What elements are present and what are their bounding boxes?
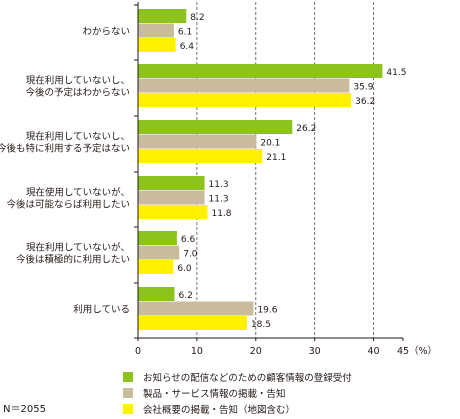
bar-s2-c3 — [138, 205, 208, 219]
value-label-s1-c2: 20.1 — [260, 138, 280, 148]
category-label-2-1: 今後も特に利用する予定はない — [0, 142, 130, 154]
value-label-s0-c2: 26.2 — [296, 124, 316, 134]
legend-label-company-overview: 会社概要の掲載・告知（地図含む） — [143, 405, 296, 416]
value-label-s1-c0: 6.1 — [178, 27, 192, 37]
legend-label-product-info: 製品・サービス情報の掲載・告知 — [143, 389, 286, 400]
x-tick-label-20: 20 — [250, 346, 262, 357]
value-label-s2-c5: 18.5 — [251, 320, 271, 330]
bar-s1-c1 — [138, 78, 350, 93]
x-tick-label-40: 40 — [368, 346, 380, 357]
value-label-s0-c5: 6.2 — [179, 291, 193, 301]
legend-swatch-company-overview — [123, 404, 133, 414]
x-tick-label-10: 10 — [191, 346, 203, 357]
bar-s0-c0 — [138, 9, 187, 23]
value-label-s2-c1: 36.2 — [355, 97, 375, 107]
bar-chart: 8.2 41.5 26.2 11.3 6.6 6.2 6.1 35.9 20.1 11.3 7.0 1… — [0, 2, 437, 357]
bar-s2-c4 — [138, 260, 174, 274]
x-tick-label-30: 30 — [309, 346, 321, 357]
value-label-s2-c4: 6.0 — [177, 264, 192, 274]
bar-s0-c4 — [138, 231, 177, 245]
x-axis-unit: （%） — [409, 345, 437, 357]
category-label-2-0: 現在利用していないし、 — [26, 130, 130, 142]
value-label-s0-c1: 41.5 — [386, 68, 406, 78]
category-label-1-0: 現在利用していないし、 — [26, 74, 130, 86]
category-label-4-1: 今後は積極的に利用したい — [16, 253, 130, 265]
bar-s2-c2 — [138, 149, 263, 163]
value-label-s0-c3: 11.3 — [209, 180, 229, 190]
value-label-s0-c4: 6.6 — [181, 235, 196, 245]
legend-item-registration: お知らせの配信などのための顧客情報の登録受付 — [123, 369, 352, 385]
bar-s0-c3 — [138, 176, 205, 190]
value-label-s1-c3: 11.3 — [209, 194, 229, 204]
legend-label-registration: お知らせの配信などのための顧客情報の登録受付 — [143, 373, 352, 384]
legend-swatch-registration — [123, 372, 133, 382]
category-label-4-0: 現在利用していないが、 — [26, 241, 130, 253]
legend-item-product-info: 製品・サービス情報の掲載・告知 — [123, 385, 352, 401]
bar-s1-c0 — [138, 23, 174, 38]
category-label-3-1: 今後は可能ならば利用したい — [6, 198, 130, 210]
bar-s2-c1 — [138, 93, 352, 107]
value-label-s2-c0: 6.4 — [180, 42, 195, 52]
bar-s1-c3 — [138, 190, 205, 205]
category-label-3-0: 現在使用していないが、 — [26, 186, 130, 198]
sample-size-label: N＝2055 — [3, 404, 46, 415]
bar-s1-c5 — [138, 301, 254, 316]
x-tick-label-45: 45 — [397, 346, 409, 357]
bar-s1-c4 — [138, 245, 180, 260]
bar-s0-c1 — [138, 64, 383, 78]
value-label-s1-c1: 35.9 — [353, 82, 373, 92]
bar-s2-c5 — [138, 316, 247, 330]
category-label-5-0: 利用している — [73, 303, 130, 315]
value-label-s2-c3: 11.8 — [211, 209, 231, 219]
legend-swatch-product-info — [123, 388, 133, 398]
category-label-1-1: 今後の予定はわからない — [25, 86, 130, 98]
bar-s0-c5 — [138, 287, 175, 301]
legend-item-company-overview: 会社概要の掲載・告知（地図含む） — [123, 401, 352, 417]
value-label-s2-c2: 21.1 — [266, 153, 286, 163]
bar-s0-c2 — [138, 120, 293, 134]
bar-s2-c0 — [138, 38, 176, 52]
x-tick-label-0: 0 — [135, 346, 141, 357]
category-label-0-0: わからない — [82, 26, 130, 37]
value-label-s1-c5: 19.6 — [257, 305, 277, 315]
value-label-s0-c0: 8.2 — [190, 13, 204, 23]
value-label-s1-c4: 7.0 — [183, 249, 198, 259]
bar-s1-c2 — [138, 134, 257, 149]
legend: お知らせの配信などのための顧客情報の登録受付 製品・サービス情報の掲載・告知 会… — [123, 369, 352, 417]
chart-svg: 8.2 41.5 26.2 11.3 6.6 6.2 6.1 35.9 20.1 11.3 7.0 1… — [0, 2, 437, 357]
